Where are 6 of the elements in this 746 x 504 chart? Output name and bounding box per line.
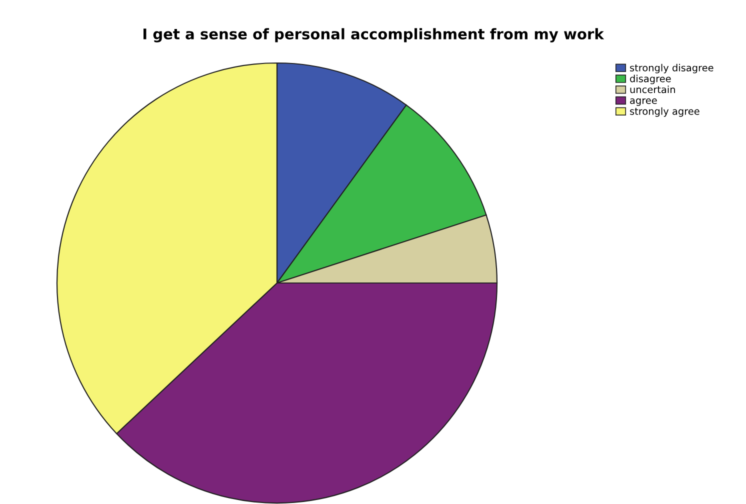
legend-label: agree <box>630 98 657 106</box>
legend-label: strongly disagree <box>630 64 714 74</box>
legend-label: strongly agree <box>630 107 700 117</box>
legend-label: disagree <box>630 74 671 84</box>
legend-label: uncertain <box>630 86 675 94</box>
chart-title: I get a sense of personal accomplishment from my work <box>143 28 604 42</box>
